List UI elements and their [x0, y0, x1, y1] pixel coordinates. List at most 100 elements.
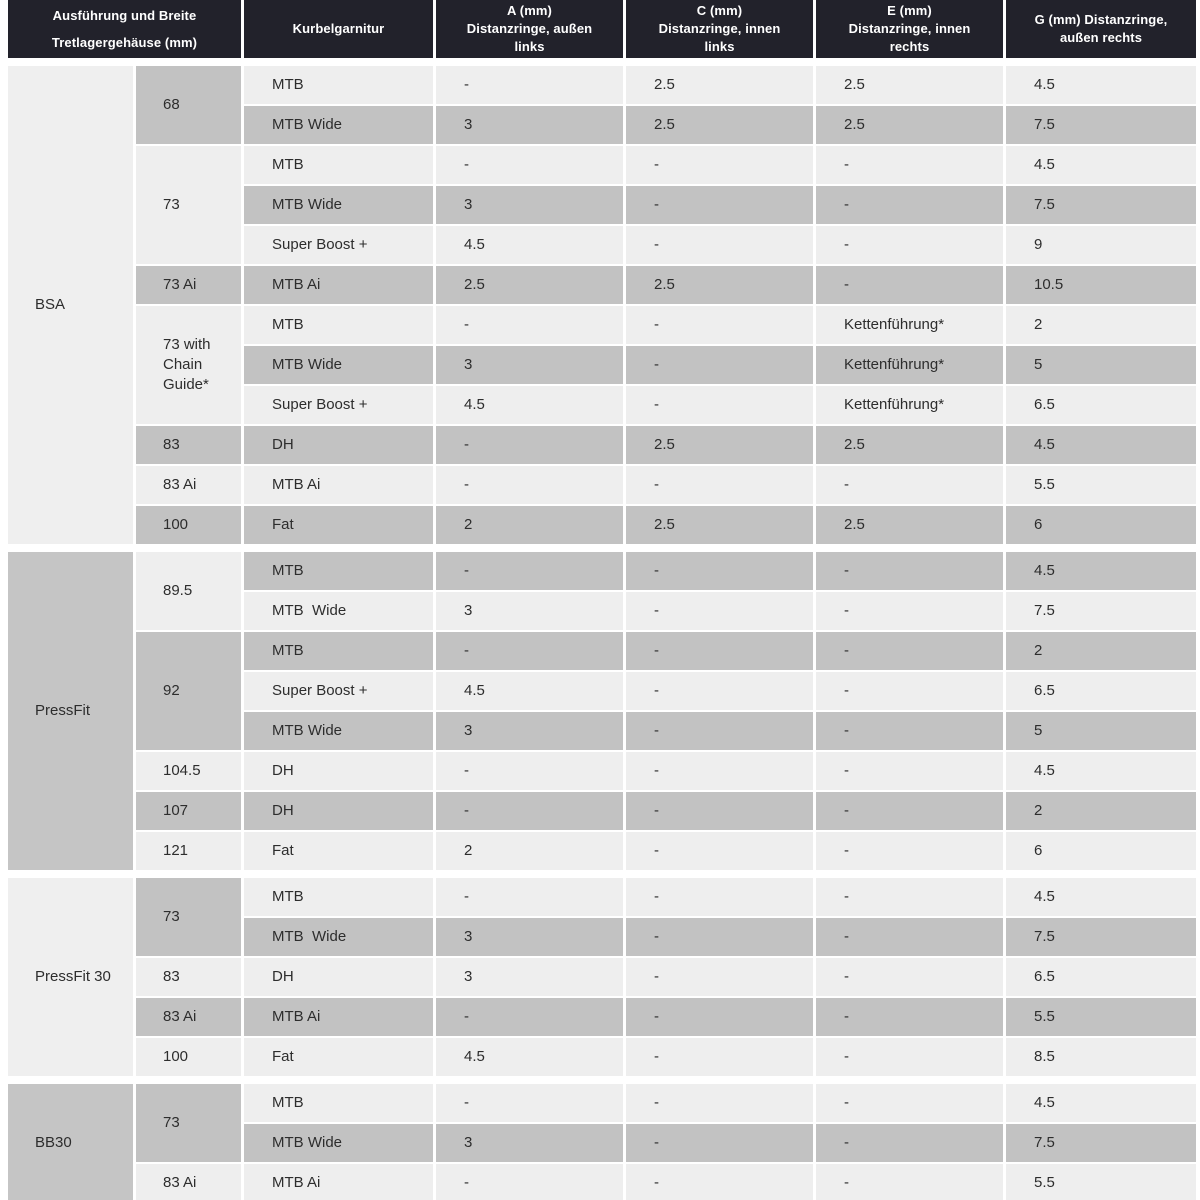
crankset-cell: MTB Wide — [244, 712, 433, 750]
spacer-value-e-cell: - — [816, 918, 1003, 956]
spacer-value-e-cell: - — [816, 672, 1003, 710]
crankset-cell: DH — [244, 792, 433, 830]
spacer-value-c-cell: - — [626, 878, 813, 916]
spacer-value-c-cell: - — [626, 592, 813, 630]
spacer-value-c-cell: - — [626, 632, 813, 670]
section-label: BB30 — [8, 1084, 133, 1200]
table-header: Ausführung und Breite Tretlagergehäuse (… — [8, 0, 1196, 58]
header-line: Distanzringe, innen — [658, 20, 781, 36]
spacer-value-a-cell: 3 — [436, 958, 623, 996]
crankset-cell: MTB — [244, 1084, 433, 1122]
spacer-value-c-cell: 2.5 — [626, 266, 813, 304]
shell-width-cell: 73 Ai — [136, 266, 241, 304]
spacer-value-g-cell: 9 — [1006, 226, 1196, 264]
column-header-a-mm: A (mm) Distanzringe, außen links — [436, 0, 623, 58]
spacer-value-a-cell: 4.5 — [436, 226, 623, 264]
section-bb30: BB30 73 MTB - - -4.5 MTB Wide 3- -7.5 83 Ai MTB Ai… — [8, 1084, 1196, 1200]
spacer-value-g-cell: 4.5 — [1006, 752, 1196, 790]
shell-width-cell: 92 — [136, 632, 241, 750]
crankset-cell: MTB Wide — [244, 592, 433, 630]
spacer-value-e-cell: - — [816, 466, 1003, 504]
spacer-value-c-cell: - — [626, 958, 813, 996]
table-body: BSA 68 MTB -2.5 2.5 4.5 MTB Wide 3 2.5 2.5 7.5 73 MT… — [8, 66, 1196, 1200]
spacer-value-g-cell: 10.5 — [1006, 266, 1196, 304]
spacer-value-e-cell: - — [816, 592, 1003, 630]
crankset-cell: MTB Wide — [244, 1124, 433, 1162]
spacer-value-g-cell: 7.5 — [1006, 592, 1196, 630]
crankset-cell: MTB Ai — [244, 998, 433, 1036]
crankset-cell: MTB Wide — [244, 918, 433, 956]
spacer-value-e-cell: - — [816, 146, 1003, 184]
spacer-value-e-cell: - — [816, 1084, 1003, 1122]
spacer-value-c-cell: - — [626, 1164, 813, 1200]
shell-width-cell: 83 Ai — [136, 998, 241, 1036]
spacer-value-g-cell: 6.5 — [1006, 386, 1196, 424]
spacer-value-g-cell: 5.5 — [1006, 998, 1196, 1036]
spacer-value-e-cell: - — [816, 1164, 1003, 1200]
spacer-value-e-cell: - — [816, 712, 1003, 750]
crankset-cell: DH — [244, 426, 433, 464]
header-line: Ausführung und Breite — [52, 7, 197, 23]
header-line: links — [514, 39, 545, 55]
spacer-value-g-cell: 4.5 — [1006, 878, 1196, 916]
header-line: G (mm) Distanzringe, — [1034, 11, 1168, 27]
spacer-value-g-cell: 7.5 — [1006, 106, 1196, 144]
spacer-value-a-cell: 4.5 — [436, 1038, 623, 1076]
spacer-value-a-cell: - — [436, 426, 623, 464]
spacer-value-c-cell: 2.5 — [626, 66, 813, 104]
header-line: Distanzringe, innen — [848, 20, 971, 36]
shell-width-cell: 100 — [136, 1038, 241, 1076]
spacer-value-e-cell: 2.5 — [816, 106, 1003, 144]
shell-width-cell: 83 — [136, 958, 241, 996]
spacer-value-a-cell: 3 — [436, 186, 623, 224]
crankset-cell: MTB Ai — [244, 466, 433, 504]
spacer-value-a-cell: 3 — [436, 1124, 623, 1162]
spacer-value-a-cell: 2 — [436, 832, 623, 870]
shell-width-cell: 73 with Chain Guide* — [136, 306, 241, 424]
header-line: A (mm) — [507, 2, 552, 18]
spacer-value-c-cell: - — [626, 226, 813, 264]
spacer-value-c-cell: 2.5 — [626, 106, 813, 144]
shell-width-cell: 83 Ai — [136, 466, 241, 504]
crankset-cell: DH — [244, 958, 433, 996]
spacer-value-c-cell: - — [626, 752, 813, 790]
section-label: PressFit 30 — [8, 878, 133, 1076]
shell-width-cell: 121 — [136, 832, 241, 870]
shell-width-cell: 83 Ai — [136, 1164, 241, 1200]
spacer-value-g-cell: 5 — [1006, 712, 1196, 750]
spacer-value-c-cell: - — [626, 1038, 813, 1076]
shell-width-cell: 83 — [136, 426, 241, 464]
crankset-cell: Fat — [244, 1038, 433, 1076]
spacer-value-c-cell: - — [626, 186, 813, 224]
spacer-value-a-cell: - — [436, 146, 623, 184]
spacer-value-e-cell: - — [816, 998, 1003, 1036]
spacer-value-a-cell: - — [436, 1164, 623, 1200]
spacer-value-g-cell: 4.5 — [1006, 1084, 1196, 1122]
crankset-cell: MTB — [244, 632, 433, 670]
crankset-cell: MTB — [244, 552, 433, 590]
spacer-value-e-cell: Kettenführung* — [816, 346, 1003, 384]
spacer-value-g-cell: 4.5 — [1006, 66, 1196, 104]
spacer-value-a-cell: - — [436, 66, 623, 104]
spacer-value-a-cell: - — [436, 552, 623, 590]
spacer-value-e-cell: - — [816, 632, 1003, 670]
spacer-value-a-cell: - — [436, 752, 623, 790]
crankset-cell: MTB Ai — [244, 1164, 433, 1200]
spacer-value-a-cell: 2.5 — [436, 266, 623, 304]
header-line: außen rechts — [1059, 30, 1143, 45]
header-line: E (mm) — [887, 2, 932, 18]
spacer-value-a-cell: - — [436, 632, 623, 670]
spacer-value-a-cell: - — [436, 878, 623, 916]
spacer-value-c-cell: - — [626, 672, 813, 710]
spacer-value-a-cell: - — [436, 466, 623, 504]
spacer-value-e-cell: Kettenführung* — [816, 386, 1003, 424]
crankset-cell: MTB — [244, 66, 433, 104]
shell-width-cell: 89.5 — [136, 552, 241, 630]
section-label: BSA — [8, 66, 133, 544]
spacer-value-e-cell: - — [816, 226, 1003, 264]
spacer-value-e-cell: - — [816, 792, 1003, 830]
spacer-value-e-cell: - — [816, 752, 1003, 790]
crankset-cell: Fat — [244, 506, 433, 544]
section-label: PressFit — [8, 552, 133, 870]
